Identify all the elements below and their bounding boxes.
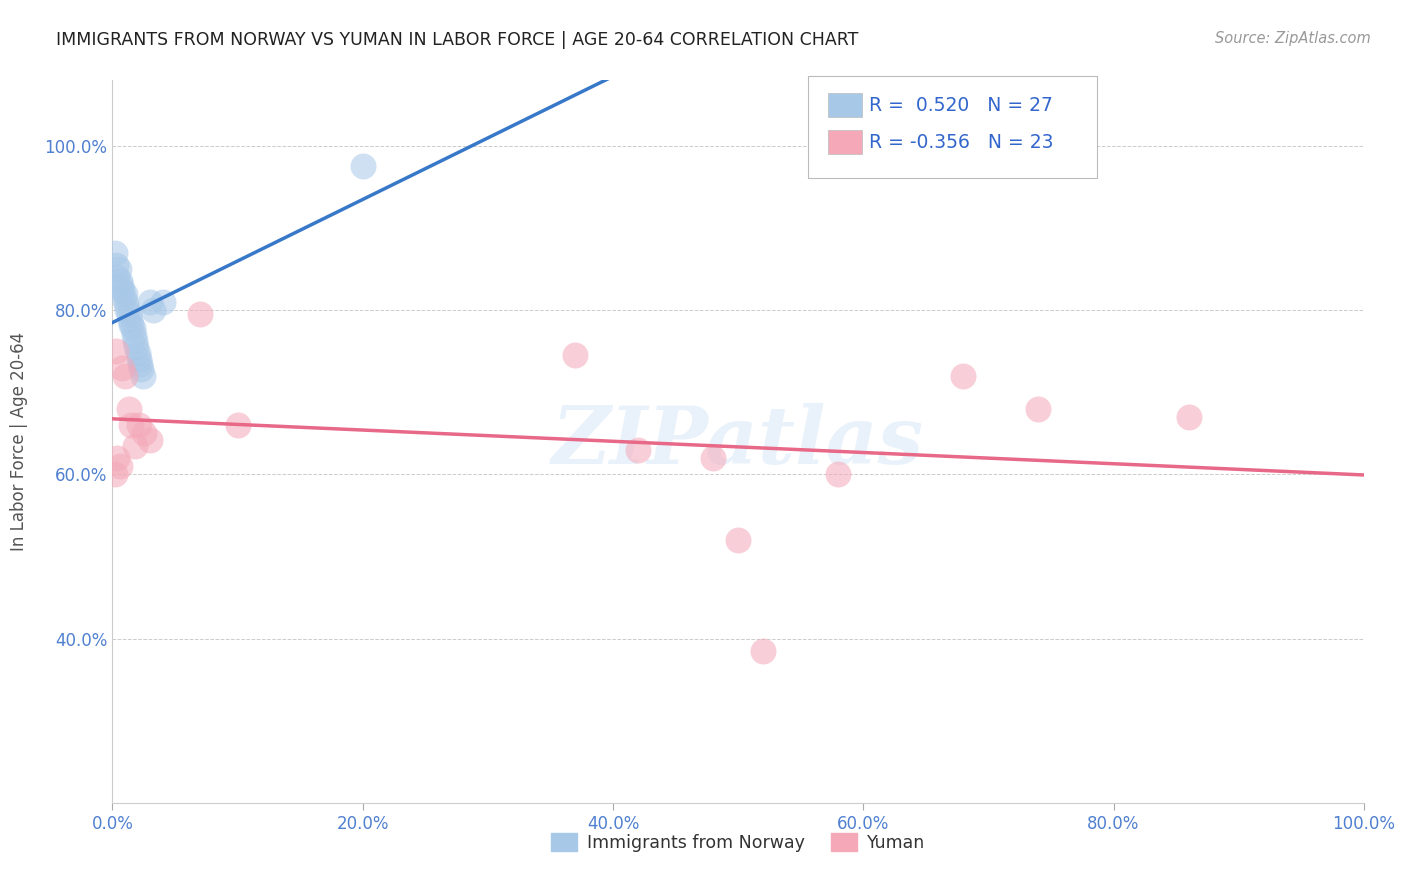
Point: [115, 296, 138, 310]
Point: [952, 368, 974, 383]
Point: [702, 450, 724, 465]
Point: [1028, 401, 1050, 416]
Point: [114, 286, 136, 301]
Point: [125, 340, 148, 354]
Point: [111, 283, 134, 297]
Point: [120, 318, 142, 332]
Point: [105, 258, 128, 272]
Point: [129, 362, 152, 376]
Point: [108, 275, 131, 289]
Text: IMMIGRANTS FROM NORWAY VS YUMAN IN LABOR FORCE | AGE 20-64 CORRELATION CHART: IMMIGRANTS FROM NORWAY VS YUMAN IN LABOR…: [56, 31, 859, 49]
Point: [104, 245, 127, 260]
Point: [152, 295, 174, 310]
Point: [107, 450, 129, 465]
Point: [112, 291, 135, 305]
Point: [727, 533, 749, 547]
Text: Source: ZipAtlas.com: Source: ZipAtlas.com: [1215, 31, 1371, 46]
Point: [118, 401, 141, 416]
Point: [139, 433, 162, 447]
Point: [752, 644, 775, 658]
Point: [107, 262, 129, 277]
Point: [117, 303, 139, 318]
Point: [188, 307, 211, 321]
Point: [105, 344, 128, 359]
Point: [132, 426, 155, 441]
Point: [118, 307, 141, 321]
Y-axis label: In Labor Force | Age 20-64: In Labor Force | Age 20-64: [10, 332, 28, 551]
Point: [129, 357, 152, 371]
Point: [121, 321, 143, 335]
Point: [139, 295, 162, 310]
Point: [110, 278, 132, 293]
Point: [107, 270, 129, 285]
Point: [111, 360, 134, 375]
Point: [127, 346, 149, 360]
Point: [564, 348, 586, 362]
Point: [352, 160, 374, 174]
Point: [124, 439, 146, 453]
Point: [627, 442, 650, 457]
Point: [114, 368, 136, 383]
Point: [128, 418, 150, 433]
Text: ZIPatlas: ZIPatlas: [553, 403, 924, 480]
Point: [104, 467, 127, 482]
Point: [141, 303, 163, 318]
Text: R = -0.356   N = 23: R = -0.356 N = 23: [869, 133, 1053, 153]
Point: [1177, 409, 1199, 424]
Point: [118, 313, 141, 327]
Point: [131, 368, 153, 383]
Text: R =  0.520   N = 27: R = 0.520 N = 27: [869, 95, 1053, 115]
Point: [120, 418, 142, 433]
Point: [108, 459, 131, 474]
Legend: Immigrants from Norway, Yuman: Immigrants from Norway, Yuman: [544, 827, 932, 859]
Point: [122, 327, 145, 342]
Point: [226, 418, 249, 433]
Point: [124, 334, 146, 349]
Point: [827, 467, 849, 482]
Point: [128, 352, 150, 367]
